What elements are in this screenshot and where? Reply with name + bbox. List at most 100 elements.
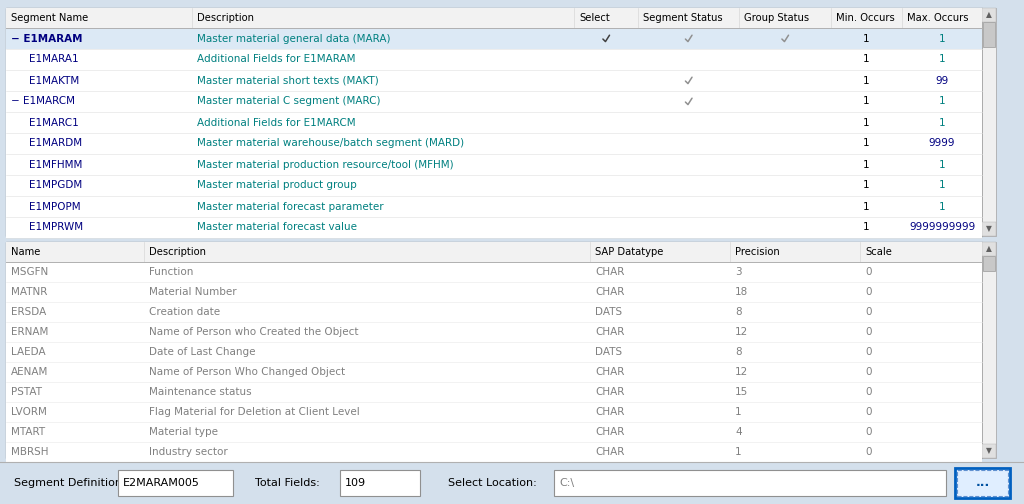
Text: Material Number: Material Number [150, 287, 237, 297]
Text: CHAR: CHAR [595, 407, 625, 417]
Text: DATS: DATS [595, 307, 623, 317]
Bar [6, 442, 982, 462]
Text: Select: Select [579, 13, 609, 23]
Text: MATNR: MATNR [11, 287, 47, 297]
Bar [6, 402, 982, 422]
Text: Segment Name: Segment Name [11, 13, 88, 23]
Text: 8: 8 [735, 307, 741, 317]
Text: CHAR: CHAR [595, 447, 625, 457]
Text: Master material production resource/tool (MFHM): Master material production resource/tool… [197, 159, 454, 169]
Text: 1: 1 [939, 33, 945, 43]
Bar [683, 54, 694, 65]
Text: 1: 1 [863, 33, 869, 43]
Text: 0: 0 [865, 367, 871, 377]
Bar [982, 8, 996, 236]
Bar [600, 201, 611, 212]
Text: 1: 1 [863, 139, 869, 149]
Bar [6, 28, 982, 49]
Bar [600, 96, 611, 107]
Text: E1MPGDM: E1MPGDM [29, 180, 82, 191]
Text: 1: 1 [735, 447, 741, 457]
Text: 0: 0 [865, 327, 871, 337]
Text: 9999999999: 9999999999 [909, 222, 975, 232]
Text: E1MAKTM: E1MAKTM [29, 76, 79, 86]
Text: Flag Material for Deletion at Client Level: Flag Material for Deletion at Client Lev… [150, 407, 359, 417]
Text: − E1MARAM: − E1MARAM [11, 33, 83, 43]
Bar [6, 8, 982, 236]
Bar [683, 201, 694, 212]
Text: CHAR: CHAR [595, 287, 625, 297]
Text: CHAR: CHAR [595, 367, 625, 377]
Bar [982, 222, 996, 236]
Bar [683, 138, 694, 149]
Text: Scale: Scale [865, 247, 892, 257]
Text: 1: 1 [939, 202, 945, 212]
Text: Master material short texts (MAKT): Master material short texts (MAKT) [197, 76, 379, 86]
Text: CHAR: CHAR [595, 327, 625, 337]
Text: Master material warehouse/batch segment (MARD): Master material warehouse/batch segment … [197, 139, 464, 149]
Bar [957, 470, 1008, 496]
Text: Function: Function [150, 267, 194, 277]
Text: Additional Fields for E1MARAM: Additional Fields for E1MARAM [197, 54, 355, 65]
Text: E1MARC1: E1MARC1 [29, 117, 79, 128]
Bar [982, 444, 996, 458]
Bar [600, 75, 611, 86]
Text: 12: 12 [735, 367, 749, 377]
Bar [6, 322, 982, 342]
Text: Max. Occurs: Max. Occurs [907, 13, 969, 23]
Text: Precision: Precision [735, 247, 779, 257]
Bar [600, 180, 611, 191]
Bar [0, 462, 1024, 504]
Text: 0: 0 [865, 287, 871, 297]
Text: CHAR: CHAR [595, 427, 625, 437]
Text: ▲: ▲ [986, 11, 992, 20]
Bar [982, 8, 996, 22]
Text: 0: 0 [865, 407, 871, 417]
Text: E1MARDM: E1MARDM [29, 139, 82, 149]
Text: 8: 8 [735, 347, 741, 357]
Text: ERNAM: ERNAM [11, 327, 48, 337]
Text: 15: 15 [735, 387, 749, 397]
Text: 4: 4 [735, 427, 741, 437]
Text: 1: 1 [863, 96, 869, 106]
Bar [779, 75, 791, 86]
Text: 0: 0 [865, 267, 871, 277]
Text: 1: 1 [863, 180, 869, 191]
Bar [6, 342, 982, 362]
Bar [683, 159, 694, 170]
Text: Name: Name [11, 247, 40, 257]
Bar [6, 422, 982, 442]
Text: 18: 18 [735, 287, 749, 297]
Text: Date of Last Change: Date of Last Change [150, 347, 256, 357]
Text: Description: Description [197, 13, 254, 23]
Text: ...: ... [976, 476, 989, 489]
Text: 0: 0 [865, 387, 871, 397]
Bar [6, 49, 982, 70]
Text: 0: 0 [865, 427, 871, 437]
Bar [118, 470, 233, 496]
Bar [6, 262, 982, 282]
Bar [779, 33, 791, 44]
Text: AENAM: AENAM [11, 367, 48, 377]
Bar [6, 112, 982, 133]
Text: SAP Datatype: SAP Datatype [595, 247, 664, 257]
Text: Maintenance status: Maintenance status [150, 387, 252, 397]
Bar [779, 96, 791, 107]
Text: Segment Status: Segment Status [643, 13, 723, 23]
Bar [600, 159, 611, 170]
Bar [6, 217, 982, 238]
Text: E2MARAM005: E2MARAM005 [123, 478, 200, 488]
Text: 1: 1 [939, 159, 945, 169]
Bar [683, 180, 694, 191]
Bar [6, 133, 982, 154]
Text: DATS: DATS [595, 347, 623, 357]
Bar [600, 222, 611, 233]
Text: 3: 3 [735, 267, 741, 277]
Text: 1: 1 [735, 407, 741, 417]
Text: ▲: ▲ [986, 244, 992, 254]
Text: CHAR: CHAR [595, 267, 625, 277]
Text: Select Location:: Select Location: [449, 478, 537, 488]
Text: 1: 1 [863, 222, 869, 232]
Text: ERSDA: ERSDA [11, 307, 46, 317]
Text: Group Status: Group Status [744, 13, 809, 23]
